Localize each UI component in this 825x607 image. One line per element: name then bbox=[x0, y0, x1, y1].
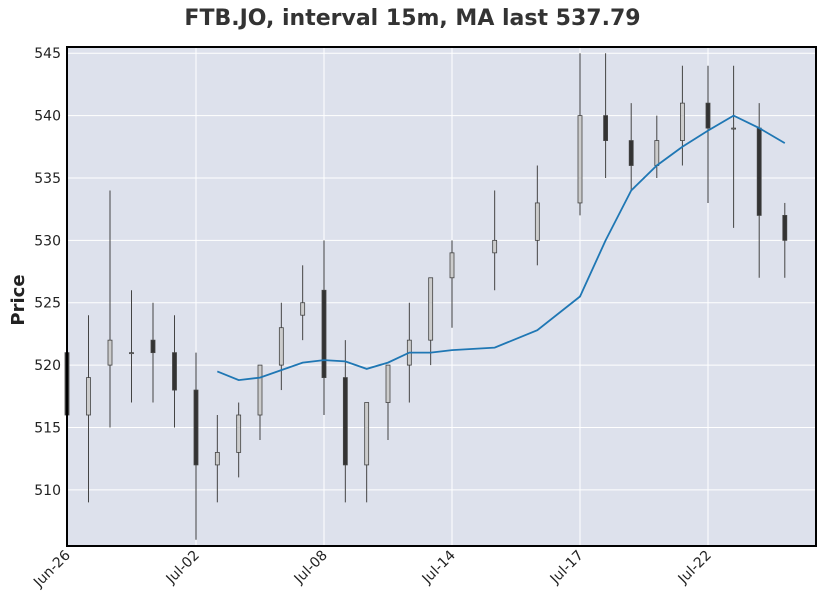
candle-body bbox=[364, 402, 370, 466]
candle bbox=[364, 402, 370, 503]
y-axis-ticks: 510 515 520 525 530 535 540 545 bbox=[34, 46, 61, 499]
candle bbox=[300, 265, 306, 341]
y-axis-label: Price bbox=[8, 274, 29, 325]
candle bbox=[172, 315, 177, 428]
candle-body bbox=[731, 127, 736, 130]
candle bbox=[385, 364, 391, 440]
candle-body bbox=[300, 302, 306, 316]
candle bbox=[705, 65, 711, 203]
y-tick-label: 545 bbox=[34, 46, 61, 62]
candle bbox=[449, 240, 455, 328]
candle-body bbox=[257, 364, 263, 416]
candle-body bbox=[172, 352, 177, 391]
y-tick-label: 520 bbox=[34, 358, 61, 374]
candle-body bbox=[193, 389, 199, 466]
y-tick-label: 535 bbox=[34, 171, 61, 187]
candle bbox=[428, 277, 434, 366]
x-tick-label: Jul-08 bbox=[291, 548, 331, 588]
candle-body bbox=[654, 140, 660, 166]
candle-body bbox=[428, 277, 434, 341]
candle-body bbox=[129, 352, 134, 355]
candle bbox=[321, 240, 327, 416]
x-axis-ticks: Jun-26 Jul-02 Jul-08 Jul-14 Jul-17 Jul-22 bbox=[30, 547, 715, 591]
candle bbox=[782, 202, 788, 278]
candle-body bbox=[705, 102, 711, 129]
x-tick-label: Jul-14 bbox=[419, 547, 459, 587]
y-tick-label: 515 bbox=[34, 420, 61, 436]
candle bbox=[577, 53, 583, 216]
candle-body bbox=[628, 140, 634, 166]
candle-body bbox=[782, 215, 788, 241]
candle-body bbox=[385, 364, 391, 403]
candle-body bbox=[577, 115, 583, 204]
y-tick-label: 510 bbox=[34, 483, 61, 499]
candle bbox=[214, 415, 220, 503]
candle-body bbox=[492, 239, 498, 254]
x-tick-label: Jul-17 bbox=[547, 548, 587, 588]
candle-body bbox=[603, 115, 608, 141]
candle-body bbox=[278, 327, 284, 366]
candle-body bbox=[534, 202, 540, 241]
candle bbox=[150, 302, 156, 403]
candle bbox=[86, 315, 91, 503]
candle bbox=[107, 190, 113, 428]
x-tick-label: Jul-02 bbox=[163, 548, 203, 588]
candle bbox=[628, 103, 634, 191]
candle bbox=[680, 65, 685, 166]
candle-body bbox=[236, 414, 242, 453]
plot-border bbox=[66, 46, 817, 547]
candle-body bbox=[214, 452, 220, 466]
x-tick-label: Jul-22 bbox=[675, 548, 715, 588]
candle-body bbox=[107, 339, 113, 366]
candle bbox=[193, 352, 199, 540]
candle-body bbox=[449, 252, 455, 279]
candle-body bbox=[321, 289, 327, 378]
y-tick-label: 540 bbox=[34, 109, 61, 125]
candle-body bbox=[86, 377, 91, 416]
y-tick-label: 525 bbox=[34, 296, 61, 312]
candle bbox=[603, 53, 608, 178]
candle-body bbox=[680, 102, 685, 141]
plot-background bbox=[67, 47, 816, 546]
candle-body bbox=[756, 127, 762, 216]
chart-title: FTB.JO, interval 15m, MA last 537.79 bbox=[184, 6, 641, 31]
x-tick-label: Jun-26 bbox=[30, 547, 74, 591]
candle-body bbox=[342, 377, 348, 466]
candle-body bbox=[150, 339, 156, 354]
moving-average-line bbox=[216, 114, 786, 382]
y-tick-label: 530 bbox=[34, 233, 61, 249]
candle bbox=[534, 165, 540, 266]
candle bbox=[342, 340, 348, 503]
candle bbox=[129, 290, 134, 403]
candle bbox=[492, 190, 498, 291]
candle bbox=[278, 302, 284, 391]
candle bbox=[236, 402, 242, 478]
candle bbox=[731, 65, 736, 228]
